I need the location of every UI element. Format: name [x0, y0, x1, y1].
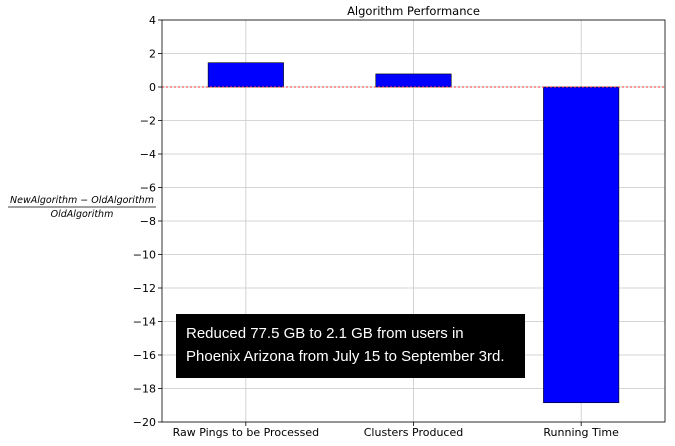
y-tick-label: −6: [140, 182, 156, 195]
bar: [207, 62, 284, 88]
annotation-line: Reduced 77.5 GB to 2.1 GB from users in: [186, 325, 464, 342]
bars: [207, 62, 620, 404]
y-tick-label: −12: [133, 282, 156, 295]
y-tick-label: 4: [149, 14, 156, 27]
x-tick-label: Clusters Produced: [364, 426, 463, 439]
annotation-box: Reduced 77.5 GB to 2.1 GB from users in …: [176, 314, 525, 378]
y-tick-label: −14: [133, 316, 156, 329]
annotation-line: Phoenix Arizona from July 15 to Septembe…: [186, 348, 505, 365]
y-axis-label: NewAlgorithm − OldAlgorithm OldAlgorithm: [8, 195, 156, 220]
y-tick-label: −8: [140, 215, 156, 228]
y-tick-label: −2: [140, 115, 156, 128]
y-tick-label: −4: [140, 148, 156, 161]
bar: [543, 86, 620, 404]
y-tick-label: 2: [149, 48, 156, 61]
x-tick-label: Running Time: [543, 426, 619, 439]
x-tick-label: Raw Pings to be Processed: [173, 426, 320, 439]
y-tick-label: −20: [133, 416, 156, 429]
bar: [375, 73, 452, 88]
y-tick-label: −16: [133, 349, 156, 362]
y-tick-label: −10: [133, 249, 156, 262]
y-axis-label-numerator: NewAlgorithm − OldAlgorithm: [10, 195, 154, 206]
y-tick-label: 0: [149, 81, 156, 94]
chart-title: Algorithm Performance: [347, 4, 480, 18]
x-axis-ticks: Raw Pings to be Processed Clusters Produc…: [173, 422, 619, 439]
y-axis-ticks: 4 2 0 −2 −4 −6 −8 −10 −12 −14 −16 −18 −20: [133, 14, 162, 429]
y-tick-label: −18: [133, 383, 156, 396]
y-axis-label-denominator: OldAlgorithm: [51, 209, 114, 220]
